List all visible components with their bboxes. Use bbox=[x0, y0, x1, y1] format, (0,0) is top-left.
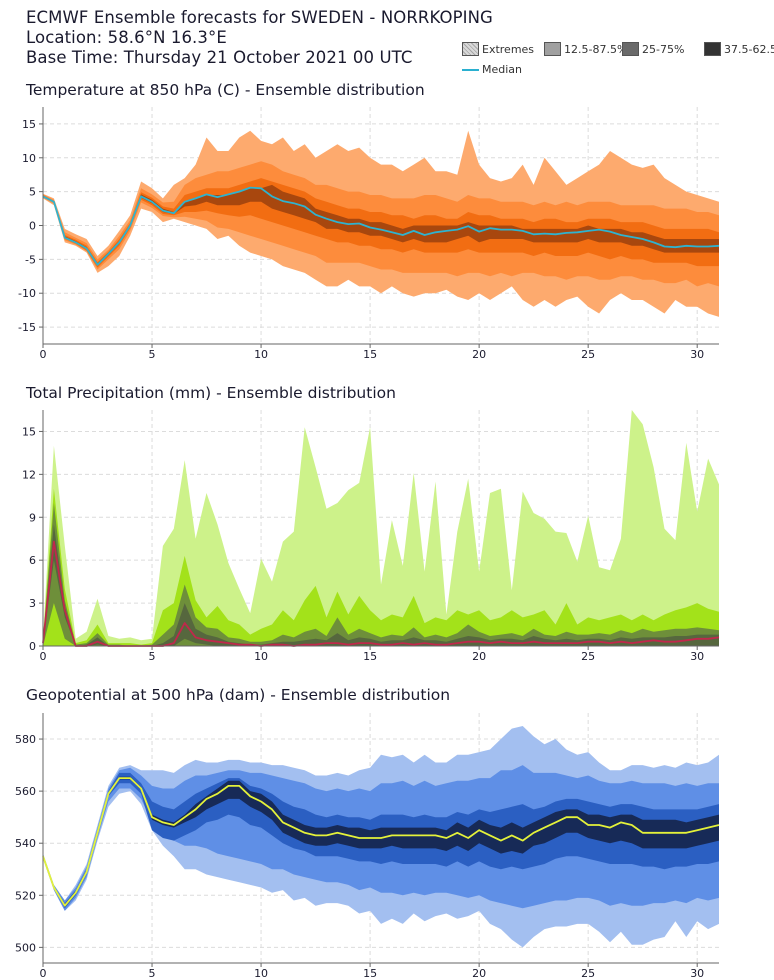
legend-p25-label: 25-75% bbox=[642, 42, 685, 56]
temperature-xtick-label: 0 bbox=[40, 348, 47, 361]
temperature-ytick-label: 15 bbox=[22, 118, 36, 131]
precipitation-band-extremes bbox=[43, 410, 719, 646]
geopotential-xtick-label: 25 bbox=[581, 967, 595, 980]
legend-p37-label: 37.5-62.5% bbox=[724, 42, 774, 56]
geopotential-xtick-label: 15 bbox=[363, 967, 377, 980]
geopotential-ytick-label: 580 bbox=[15, 733, 36, 746]
geopotential-xtick-label: 20 bbox=[472, 967, 486, 980]
legend-extremes-swatch bbox=[462, 42, 479, 56]
precipitation-xtick-label: 30 bbox=[690, 650, 704, 663]
precipitation-band-p12 bbox=[43, 488, 719, 646]
legend-median-swatch bbox=[462, 68, 479, 71]
legend-median-label: Median bbox=[482, 63, 523, 76]
geopotential-xtick-label: 10 bbox=[254, 967, 268, 980]
temperature-ytick-label: 10 bbox=[22, 152, 36, 165]
legend-p25: 25-75% bbox=[622, 42, 684, 56]
forecast-title: ECMWF Ensemble forecasts for SWEDEN - NO… bbox=[26, 8, 493, 27]
precipitation-xtick-label: 25 bbox=[581, 650, 595, 663]
precipitation-xtick-label: 0 bbox=[40, 650, 47, 663]
legend-extremes-label: Extremes bbox=[482, 42, 535, 56]
temperature-ytick-label: -15 bbox=[18, 321, 36, 334]
precipitation-xtick-label: 10 bbox=[254, 650, 268, 663]
geopotential-median-line bbox=[42, 777, 720, 907]
temperature-xtick-label: 25 bbox=[581, 348, 595, 361]
temperature-xtick-label: 30 bbox=[690, 348, 704, 361]
precipitation-ytick-label: 12 bbox=[22, 468, 36, 481]
legend: Extremes 12.5-87.5% 25-75% 37.5-62.5% Me… bbox=[462, 41, 774, 81]
geopotential-ytick-label: 540 bbox=[15, 837, 36, 850]
temperature-xtick-label: 10 bbox=[254, 348, 268, 361]
precipitation-ytick-label: 15 bbox=[22, 425, 36, 438]
temperature-median-line bbox=[42, 186, 720, 266]
temperature-band-p37 bbox=[43, 184, 719, 266]
geopotential-chart-title: Geopotential at 500 hPa (dam) - Ensemble… bbox=[26, 686, 451, 704]
legend-p37-swatch bbox=[704, 42, 721, 56]
legend-p12-label: 12.5-87.5% bbox=[564, 42, 628, 56]
base-time-line: Base Time: Thursday 21 October 2021 00 U… bbox=[26, 48, 413, 67]
location-line: Location: 58.6°N 16.3°E bbox=[26, 28, 227, 47]
precipitation-ytick-label: 0 bbox=[29, 640, 36, 653]
precipitation-ytick-label: 6 bbox=[29, 554, 36, 567]
legend-p25-swatch bbox=[622, 42, 639, 56]
geopotential-xtick-label: 0 bbox=[40, 967, 47, 980]
legend-p12: 12.5-87.5% bbox=[544, 42, 627, 56]
legend-median: Median bbox=[462, 63, 522, 76]
geopotential-xtick-label: 30 bbox=[690, 967, 704, 980]
temperature-xtick-label: 15 bbox=[363, 348, 377, 361]
geopotential-xtick-label: 5 bbox=[149, 967, 156, 980]
temperature-ytick-label: 5 bbox=[29, 186, 36, 199]
geopotential-ytick-label: 560 bbox=[15, 785, 36, 798]
temperature-ytick-label: -10 bbox=[18, 287, 36, 300]
precipitation-ytick-label: 3 bbox=[29, 597, 36, 610]
legend-p37: 37.5-62.5% bbox=[704, 42, 774, 56]
precipitation-band-p25 bbox=[43, 503, 719, 646]
precipitation-chart-title: Total Precipitation (mm) - Ensemble dist… bbox=[26, 384, 396, 402]
temperature-chart-title: Temperature at 850 hPa (C) - Ensemble di… bbox=[26, 81, 425, 99]
temperature-xtick-label: 5 bbox=[149, 348, 156, 361]
header: ECMWF Ensemble forecasts for SWEDEN - NO… bbox=[26, 8, 493, 68]
geopotential-ytick-label: 520 bbox=[15, 889, 36, 902]
precipitation-xtick-label: 5 bbox=[149, 650, 156, 663]
precipitation-xtick-label: 20 bbox=[472, 650, 486, 663]
geopotential-ytick-label: 500 bbox=[15, 941, 36, 954]
precipitation-xtick-label: 15 bbox=[363, 650, 377, 663]
legend-extremes: Extremes bbox=[462, 42, 534, 56]
temperature-ytick-label: -5 bbox=[25, 253, 36, 266]
precipitation-ytick-label: 9 bbox=[29, 511, 36, 524]
geopotential-band-p37 bbox=[43, 776, 719, 907]
legend-p12-swatch bbox=[544, 42, 561, 56]
temperature-xtick-label: 20 bbox=[472, 348, 486, 361]
temperature-ytick-label: 0 bbox=[29, 220, 36, 233]
